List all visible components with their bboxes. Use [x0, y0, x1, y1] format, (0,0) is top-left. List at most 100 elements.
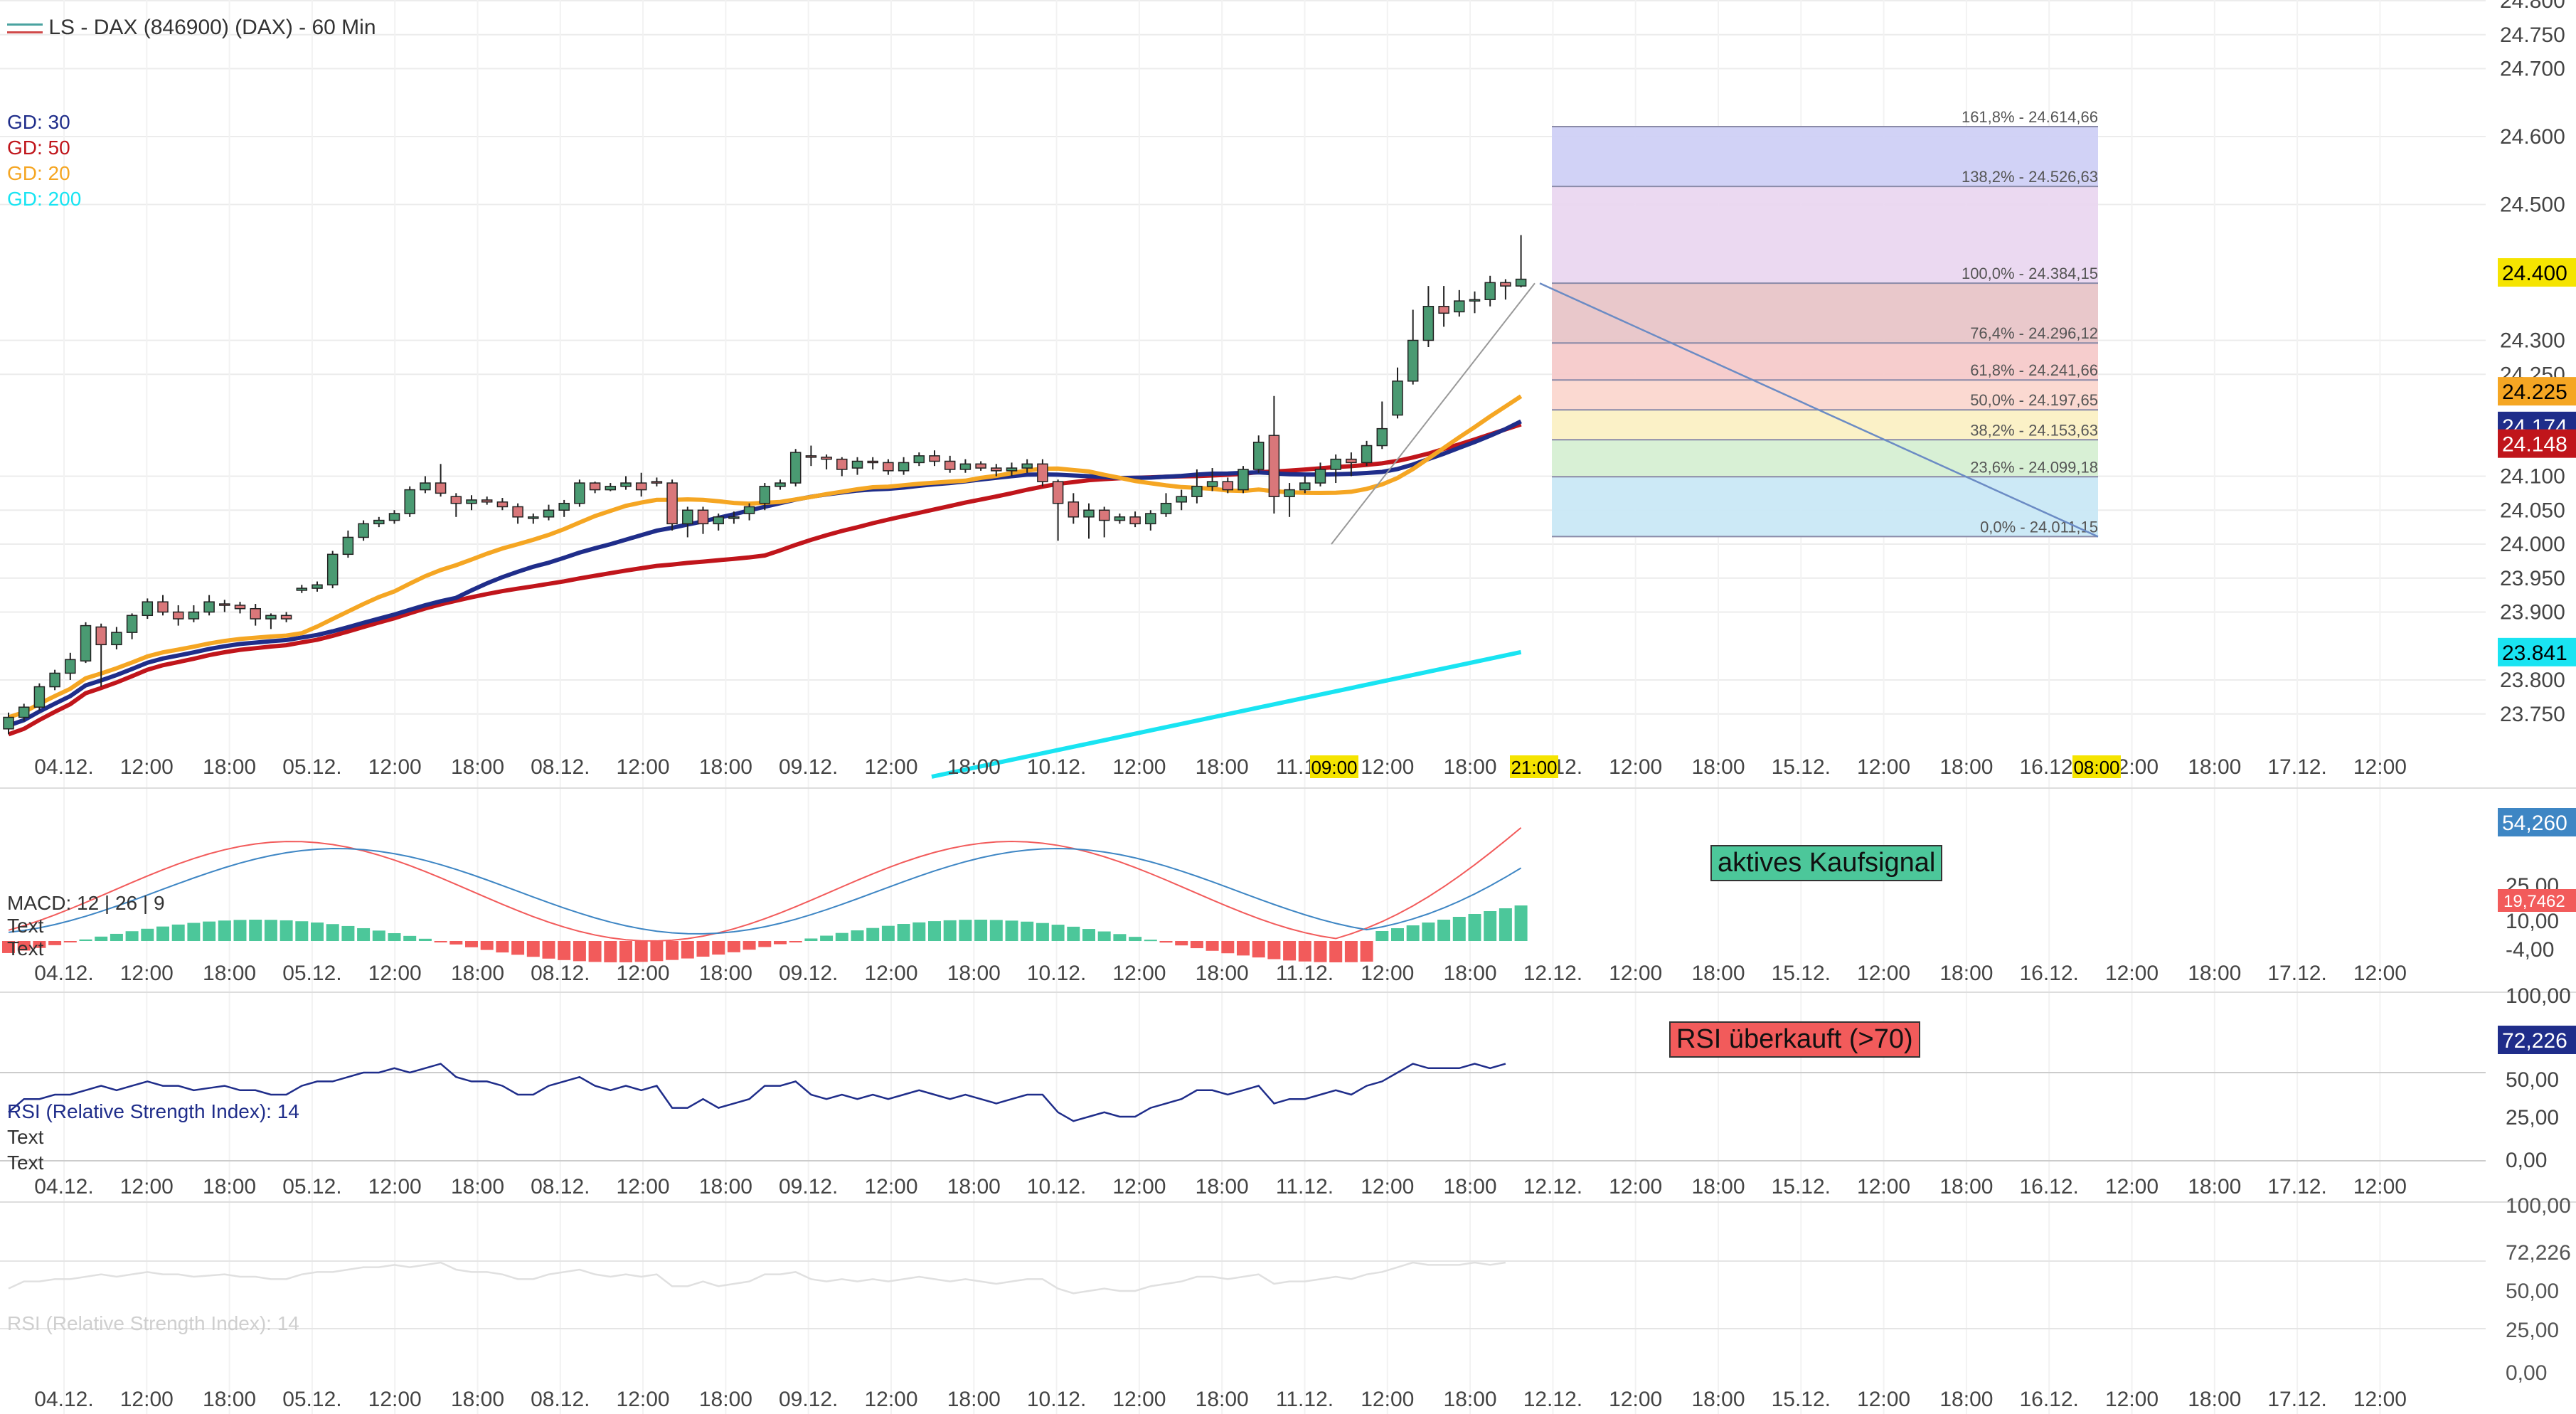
- candle-body: [1176, 496, 1187, 503]
- time-tick-label: 12:00: [864, 1388, 917, 1411]
- macd-histogram-bar: [1221, 941, 1235, 954]
- time-tick-label: 12.12.: [1523, 1388, 1582, 1411]
- time-tick-label: 18:00: [2188, 1388, 2241, 1411]
- fib-zone: [1552, 343, 2098, 381]
- fib-level-label: 100,0% - 24.384,15: [1962, 265, 2098, 282]
- macd-histogram-bar: [1360, 941, 1373, 962]
- time-tick-label: 18:00: [1196, 962, 1249, 985]
- price-badge: [2498, 637, 2576, 666]
- time-tick-label: 18:00: [1444, 755, 1497, 779]
- time-tick-label: 18:00: [699, 1175, 752, 1198]
- macd-histogram-bar: [696, 941, 710, 957]
- fibonacci-retracement[interactable]: 161,8% - 24.614,66 138,2% - 24.526,63 100,…: [1552, 108, 2098, 538]
- ma-legend-gd20[interactable]: GD: 20: [7, 162, 70, 184]
- time-tick-label: 17.12.: [2267, 755, 2326, 779]
- macd-histogram-bar: [357, 927, 371, 941]
- trend-lines[interactable]: [1331, 282, 2099, 545]
- rsi2-tick-label: 25,00: [2506, 1319, 2559, 1342]
- macd-badge-label: 54,260: [2502, 812, 2567, 835]
- macd-histogram-bar: [1329, 941, 1343, 962]
- time-tick-label: 10.12.: [1027, 962, 1086, 985]
- time-tick-label: 18:00: [947, 962, 1001, 985]
- macd-histogram-bar: [63, 941, 77, 942]
- time-tick-label: 12:00: [1857, 755, 1910, 779]
- macd-histogram-bar: [17, 941, 31, 951]
- macd-panel: [2, 827, 1528, 962]
- time-tick-label: 16.12.: [2019, 755, 2078, 779]
- candle-body: [373, 519, 385, 525]
- candle-body: [265, 615, 277, 620]
- macd-histogram-bar: [1021, 921, 1034, 941]
- time-tick-label: 12:00: [120, 1388, 174, 1411]
- title-line-icon: [7, 23, 43, 34]
- candle-body: [759, 486, 771, 504]
- time-tick-label: 09.12.: [779, 755, 838, 779]
- ma-legend-gd50[interactable]: GD: 50: [7, 137, 70, 159]
- time-tick-label: 18:00: [1196, 1388, 1249, 1411]
- moving-averages: [7, 394, 1523, 779]
- macd-histogram-bar: [465, 941, 478, 947]
- rsi-line: [8, 1063, 1506, 1122]
- rsi-tick-label: 0,00: [2506, 1149, 2547, 1172]
- time-tick-label: 18:00: [203, 755, 256, 779]
- price-badge: [2498, 377, 2576, 406]
- time-tick-label: 18:00: [1444, 962, 1497, 985]
- time-tick-label: 12:00: [2105, 1388, 2159, 1411]
- ma-legend-gd200[interactable]: GD: 200: [7, 188, 82, 210]
- time-tick-label: 18:00: [1691, 1175, 1745, 1198]
- time-tick-label: 15.12.: [1772, 1175, 1831, 1198]
- macd-histogram-bar: [804, 938, 818, 941]
- time-tick-label: 17.12.: [2267, 1175, 2326, 1198]
- candle-body: [682, 509, 693, 525]
- candle-body: [1083, 509, 1095, 518]
- price-badge-label: 23.841: [2502, 642, 2567, 665]
- candle-body: [913, 455, 925, 464]
- rsi-badge-label: 72,226: [2502, 1029, 2567, 1053]
- macd-line: [8, 827, 1522, 942]
- macd-histogram-bar: [573, 941, 586, 962]
- candle-body: [883, 462, 894, 472]
- candle-body: [1469, 299, 1481, 302]
- macd-histogram-bar: [634, 941, 648, 962]
- time-tick-label: 12:00: [1609, 1175, 1662, 1198]
- candle-body: [1484, 282, 1496, 300]
- macd-histogram-bar: [604, 941, 617, 962]
- macd-histogram-bar: [1452, 917, 1466, 941]
- macd-signal-line: [8, 847, 1522, 935]
- candle-body: [528, 516, 539, 519]
- time-tick-label: 18:00: [203, 1175, 256, 1198]
- candle-body: [80, 624, 92, 662]
- axes: 24.800 24.750 24.700 24.600 24.500 24.300 24.2…: [34, 0, 2576, 1411]
- fib-zone: [1552, 380, 2098, 410]
- macd-histogram-bar: [666, 941, 679, 960]
- macd-histogram-bar: [789, 941, 802, 942]
- time-tick-label: 18:00: [1691, 1388, 1745, 1411]
- rsi2-legend[interactable]: RSI (Relative Strength Index): 14: [7, 1312, 299, 1334]
- candle-body: [867, 460, 878, 464]
- candle-body: [1129, 516, 1141, 525]
- candle-body: [991, 467, 1002, 472]
- macd-histogram-bar: [1113, 934, 1127, 941]
- macd-histogram-bar: [1082, 929, 1095, 941]
- price-tick-label: 24.300: [2500, 329, 2565, 353]
- time-tick-label: 04.12.: [34, 1388, 93, 1411]
- macd-signal-badge: aktives Kaufsignal: [1710, 845, 1943, 881]
- price-tick-label: 24.500: [2500, 193, 2565, 217]
- macd-histogram-bar: [372, 930, 385, 941]
- time-tick-label: 10.12.: [1027, 1175, 1086, 1198]
- rsi-legend-title[interactable]: RSI (Relative Strength Index): 14: [7, 1100, 299, 1122]
- price-badge-label: 24.400: [2502, 262, 2567, 285]
- candle-body: [574, 482, 585, 504]
- candle-body: [1299, 482, 1311, 491]
- macd-histogram-bar: [1051, 925, 1065, 941]
- time-tick-label: 12:00: [617, 1388, 670, 1411]
- ma-legend-gd30[interactable]: GD: 30: [7, 111, 70, 133]
- time-tick-label: 12:00: [617, 755, 670, 779]
- macd-histogram-bar: [774, 941, 787, 945]
- candle-body: [1361, 445, 1373, 464]
- candle-body: [1330, 458, 1341, 470]
- macd-text-1: Text: [7, 915, 44, 937]
- macd-histogram-bar: [1298, 941, 1311, 962]
- macd-legend-title[interactable]: MACD: 12 | 26 | 9: [7, 892, 165, 914]
